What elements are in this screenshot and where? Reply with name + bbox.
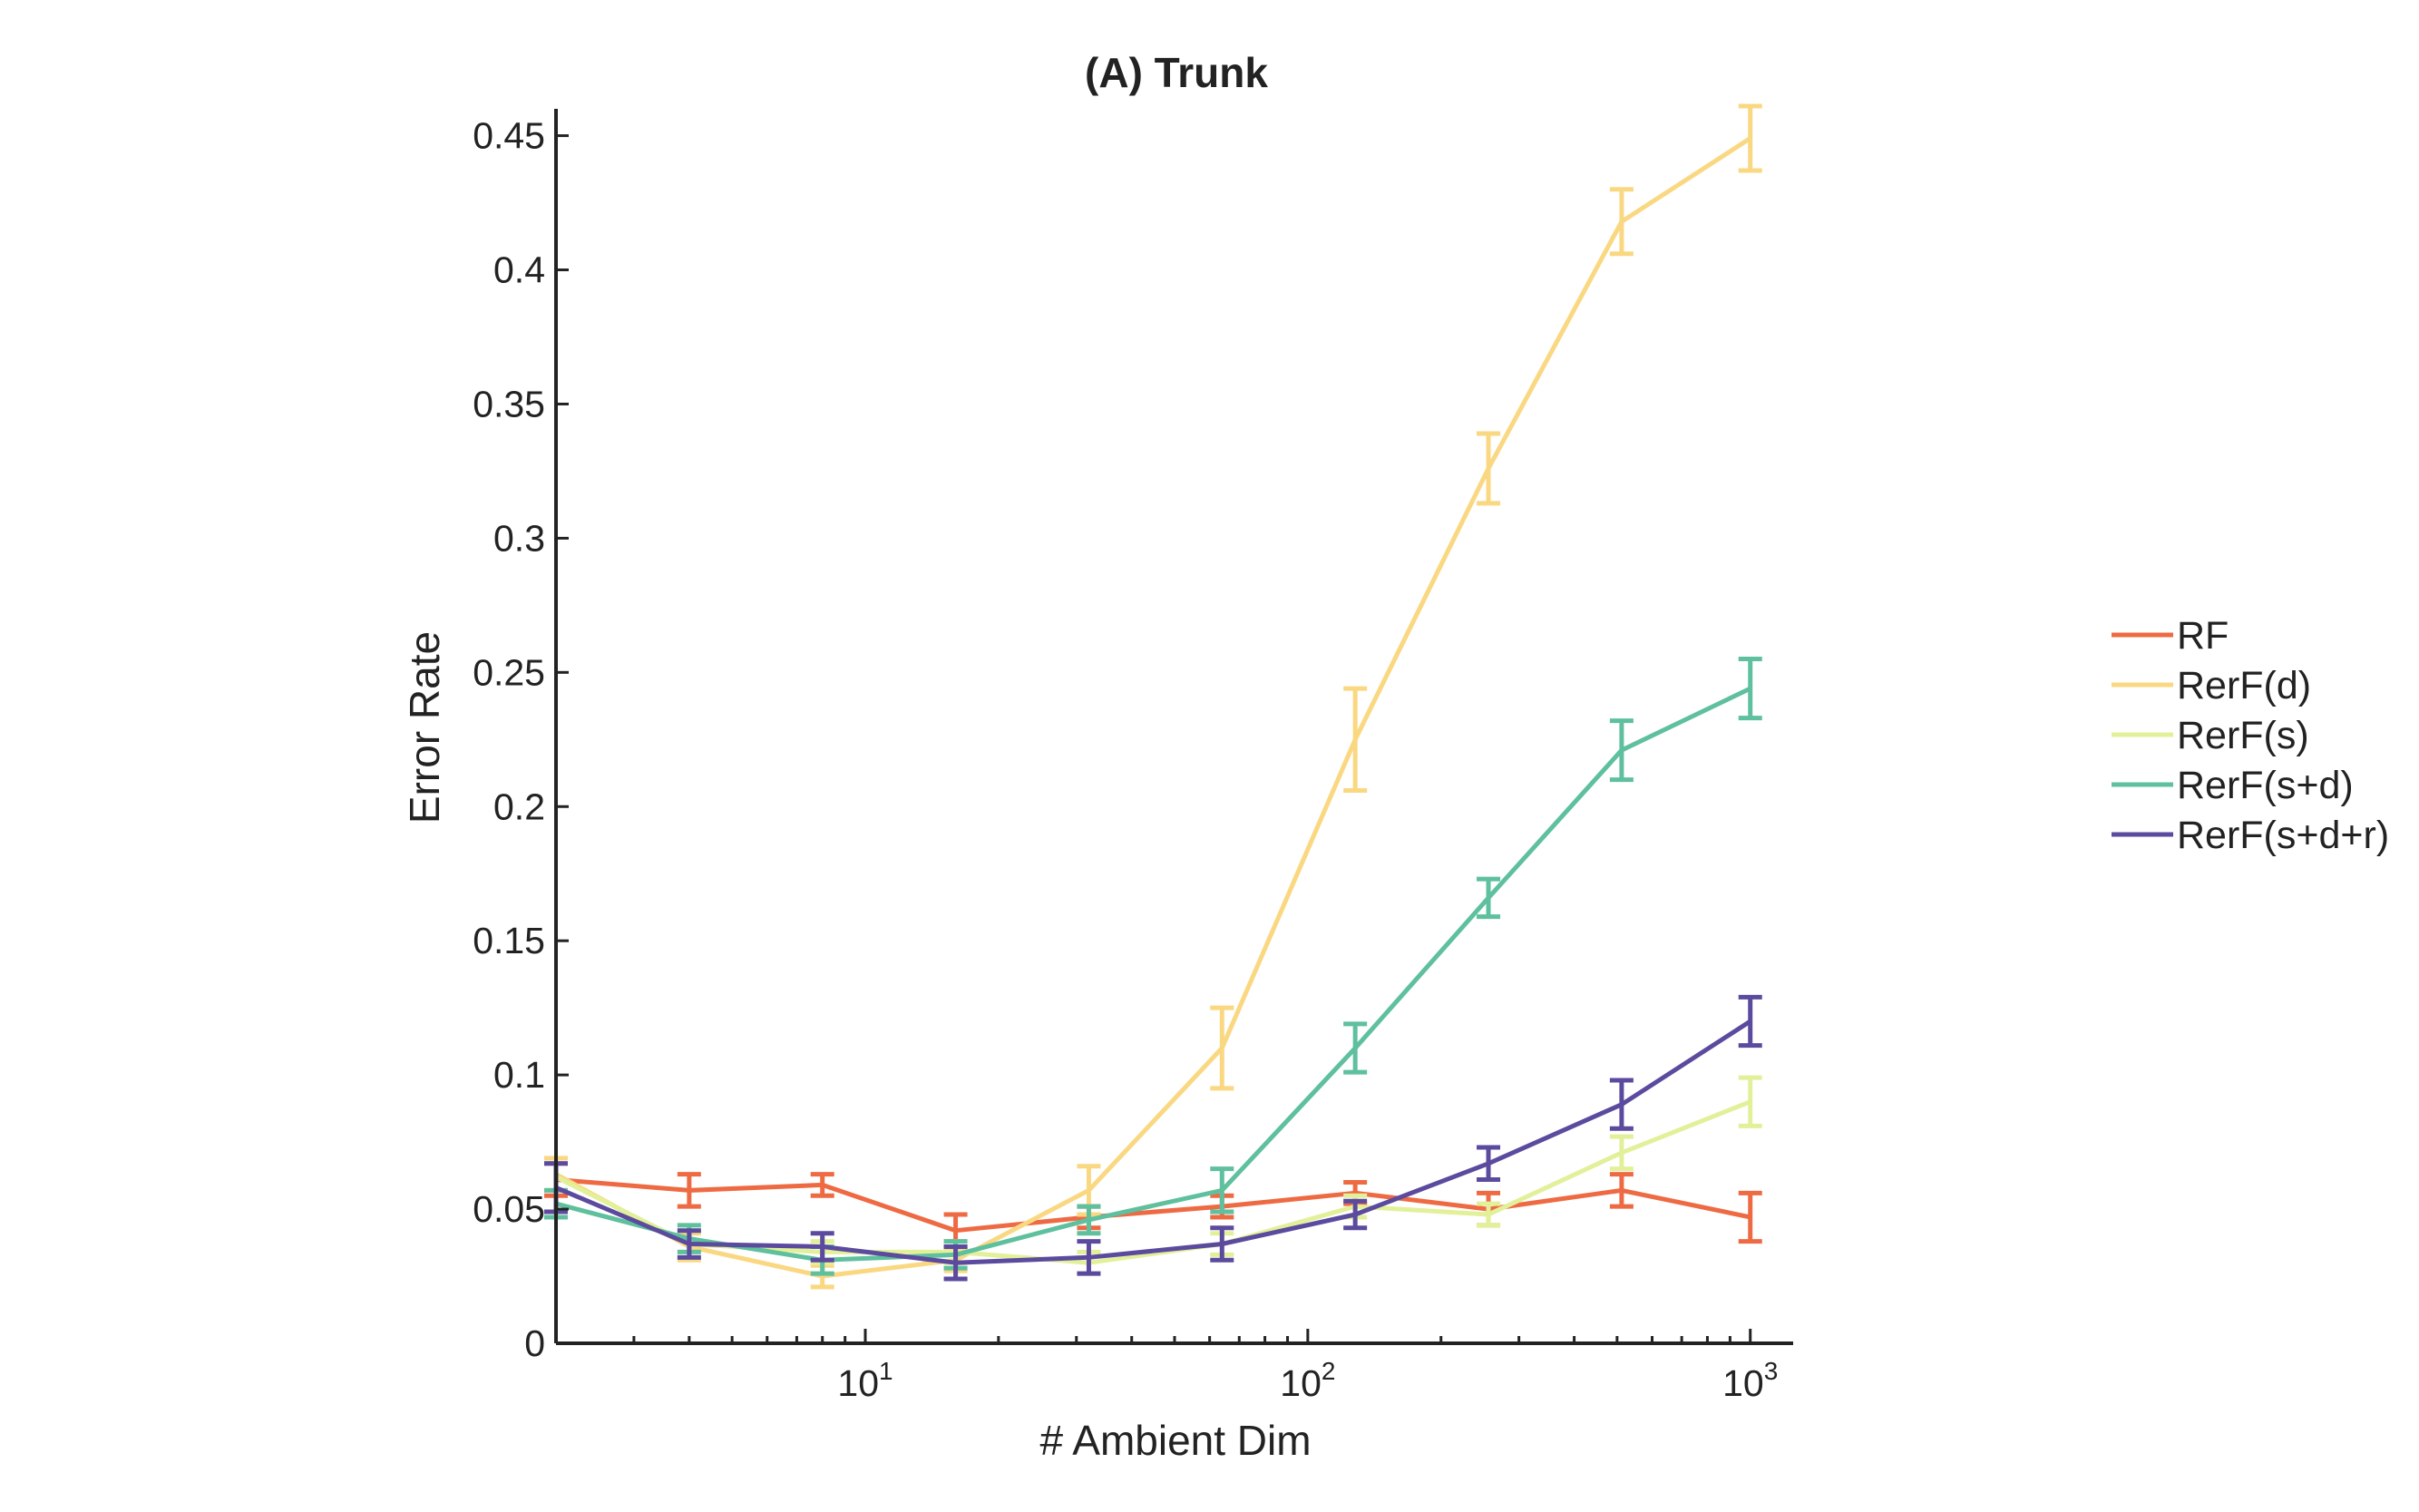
error-bar bbox=[1210, 1005, 1234, 1091]
legend-item: RerF(s+d) bbox=[2112, 764, 2354, 807]
error-bar bbox=[1609, 1172, 1634, 1209]
legend-label: RF bbox=[2177, 614, 2229, 658]
legend-item: RF bbox=[2112, 614, 2229, 658]
error-bar bbox=[1477, 1145, 1501, 1183]
error-bar bbox=[677, 1172, 701, 1209]
x-axis-label: # Ambient Dim bbox=[1039, 1417, 1311, 1464]
legend-item: RerF(s) bbox=[2112, 714, 2309, 757]
error-bar bbox=[1343, 1021, 1368, 1075]
x-tick-label: 102 bbox=[1280, 1357, 1335, 1404]
error-bar bbox=[1738, 657, 1762, 721]
error-bar bbox=[1738, 1075, 1762, 1128]
error-bar bbox=[1210, 1225, 1234, 1263]
y-tick-label: 0.15 bbox=[473, 920, 545, 961]
error-bar bbox=[810, 1231, 834, 1263]
series-rerf-s-d- bbox=[544, 657, 1762, 1276]
y-tick-label: 0 bbox=[524, 1322, 545, 1364]
error-bar bbox=[1738, 994, 1762, 1049]
y-tick-label: 0.4 bbox=[493, 249, 545, 291]
error-bar bbox=[1477, 431, 1501, 506]
series-line bbox=[555, 1019, 1752, 1265]
y-tick-label: 0.1 bbox=[493, 1054, 545, 1096]
x-tick-label: 103 bbox=[1722, 1357, 1778, 1404]
error-bar bbox=[943, 1244, 968, 1282]
legend-label: RerF(s) bbox=[2177, 714, 2309, 757]
error-bar bbox=[1609, 1078, 1634, 1131]
series-line bbox=[555, 686, 1751, 1263]
error-bar bbox=[1477, 1201, 1501, 1228]
error-bar bbox=[1609, 187, 1634, 257]
legend-label: RerF(s+d) bbox=[2177, 764, 2354, 807]
y-tick-label: 0.3 bbox=[493, 517, 545, 559]
series-layer bbox=[544, 103, 1762, 1290]
series-rerf-d- bbox=[544, 103, 1762, 1290]
error-bar bbox=[810, 1172, 834, 1198]
axes-layer: 0 0.05 0.1 0.15 0.2 0.25 0.3 0.35 0.4 0.45 101 102 1… bbox=[473, 109, 1793, 1404]
error-bar bbox=[1738, 103, 1762, 173]
y-tick-label: 0.2 bbox=[493, 785, 545, 827]
error-bar bbox=[1609, 1134, 1634, 1172]
series-line bbox=[555, 1177, 1751, 1234]
error-bar bbox=[677, 1228, 701, 1260]
error-bar bbox=[1609, 718, 1634, 783]
chart-title: (A) Trunk bbox=[1085, 49, 1268, 96]
legend-label: RerF(s+d+r) bbox=[2177, 814, 2389, 857]
series-rerf-s-d-r- bbox=[544, 994, 1762, 1282]
error-bar bbox=[1343, 1198, 1368, 1231]
legend: RF RerF(d) RerF(s) RerF(s+d) RerF(s+d+r) bbox=[2112, 614, 2389, 857]
y-tick-label: 0.35 bbox=[473, 383, 545, 424]
error-bar bbox=[1077, 1204, 1101, 1236]
y-tick-label: 0.25 bbox=[473, 651, 545, 693]
y-axis-label: Error Rate bbox=[401, 631, 448, 824]
y-tick-label: 0.05 bbox=[473, 1188, 545, 1230]
legend-item: RerF(d) bbox=[2112, 664, 2311, 707]
error-bar bbox=[1343, 686, 1368, 794]
error-bar bbox=[1077, 1239, 1101, 1276]
x-tick-label: 101 bbox=[837, 1357, 892, 1404]
legend-label: RerF(d) bbox=[2177, 664, 2311, 707]
error-bar bbox=[1738, 1190, 1762, 1244]
error-bar bbox=[1477, 876, 1501, 920]
plot-area: 0 0.05 0.1 0.15 0.2 0.25 0.3 0.35 0.4 0.45 101 102 1… bbox=[473, 103, 1793, 1404]
series-line bbox=[554, 136, 1752, 1279]
error-bar bbox=[1210, 1166, 1234, 1214]
y-tick-label: 0.45 bbox=[473, 115, 545, 157]
legend-item: RerF(s+d+r) bbox=[2112, 814, 2389, 857]
